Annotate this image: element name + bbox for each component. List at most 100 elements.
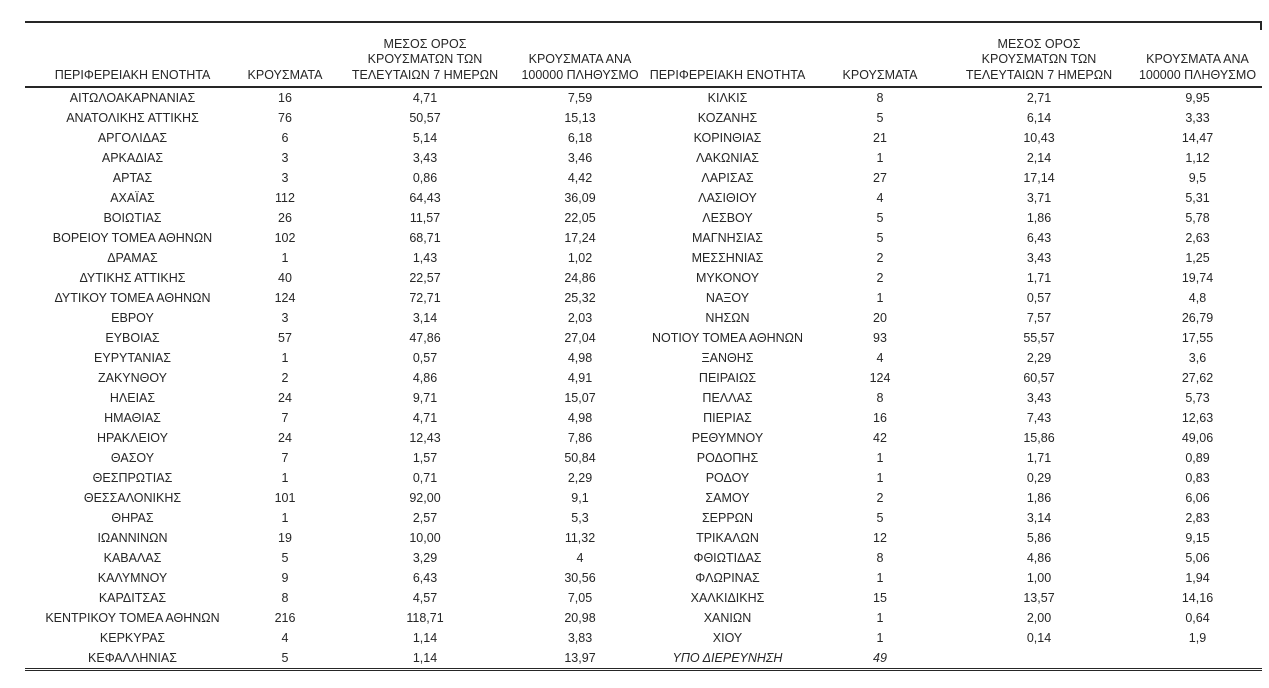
left-cases-cell: 1 — [281, 511, 289, 525]
header-avg7-right-line1: ΜΕΣΟΣ ΟΡΟΣ — [997, 36, 1081, 51]
right-cases-cell: 8 — [876, 391, 884, 405]
left-region-cell: ΚΑΡΔΙΤΣΑΣ — [98, 591, 167, 605]
header-avg7-left-line3: ΤΕΛΕΥΤΑΙΩΝ 7 ΗΜΕΡΩΝ — [351, 67, 499, 82]
right-avg7-cell: 7,43 — [1026, 411, 1052, 425]
right-region-cell: ΚΟΖΑΝΗΣ — [697, 111, 758, 125]
header-avg7-right: ΜΕΣΟΣ ΟΡΟΣ ΚΡΟΥΣΜΑΤΩΝ ΤΩΝ ΤΕΛΕΥΤΑΙΩΝ 7 Η… — [945, 22, 1133, 88]
right-avg7-cell: 15,86 — [1023, 431, 1055, 445]
left-per100k-cell: 25,32 — [564, 291, 596, 305]
left-cases-cell: 57 — [278, 331, 292, 345]
right-avg7-cell: 6,14 — [1026, 111, 1052, 125]
table-row: ΘΗΡΑΣ 1 2,57 5,3 ΣΕΡΡΩΝ 5 3,14 2,83 — [25, 508, 1262, 528]
table-row: ΑΙΤΩΛΟΑΚΑΡΝΑΝΙΑΣ 16 4,71 7,59 ΚΙΛΚΙΣ 8 2,71 9,9… — [25, 87, 1262, 108]
left-cases-cell: 2 — [281, 371, 289, 385]
left-cases-cell: 1 — [281, 351, 289, 365]
right-region-cell: ΥΠΟ ΔΙΕΡΕΥΝΗΣΗ — [640, 648, 815, 671]
right-avg7-cell: 3,43 — [1026, 251, 1052, 265]
right-cases-cell: 4 — [876, 351, 884, 365]
table-row: ΚΑΛΥΜΝΟΥ 9 6,43 30,56 ΦΛΩΡΙΝΑΣ 1 1,00 1,94 — [25, 568, 1262, 588]
left-avg7-cell: 4,86 — [412, 371, 438, 385]
table-row: ΘΑΣΟΥ 7 1,57 50,84 ΡΟΔΟΠΗΣ 1 1,71 0,89 — [25, 448, 1262, 468]
left-per100k-cell: 17,24 — [564, 231, 596, 245]
right-region-cell: ΧΑΝΙΩΝ — [703, 611, 752, 625]
right-avg7-cell: 4,86 — [1026, 551, 1052, 565]
right-per100k-cell: 49,06 — [1181, 431, 1214, 445]
left-region-cell: ΔΥΤΙΚΟΥ ΤΟΜΕΑ ΑΘΗΝΩΝ — [54, 291, 211, 305]
table-body: ΑΙΤΩΛΟΑΚΑΡΝΑΝΙΑΣ 16 4,71 7,59 ΚΙΛΚΙΣ 8 2,71 9,9… — [25, 87, 1262, 671]
right-cases-cell: 124 — [869, 371, 891, 385]
left-avg7-cell: 1,57 — [412, 451, 438, 465]
left-cases-cell: 1 — [281, 471, 289, 485]
right-per100k-cell: 26,79 — [1181, 311, 1214, 325]
table-row: ΔΥΤΙΚΗΣ ΑΤΤΙΚΗΣ 40 22,57 24,86 ΜΥΚΟΝΟΥ 2 1,71 1… — [25, 268, 1262, 288]
left-avg7-cell: 0,86 — [412, 171, 438, 185]
right-region-cell: ΛΑΡΙΣΑΣ — [701, 171, 754, 185]
right-avg7-cell: 13,57 — [1023, 591, 1055, 605]
left-region-cell: ΚΑΒΑΛΑΣ — [103, 551, 162, 565]
left-region-cell: ΔΥΤΙΚΗΣ ΑΤΤΙΚΗΣ — [79, 271, 186, 285]
left-per100k-cell: 3,83 — [567, 631, 593, 645]
left-avg7-cell: 3,29 — [412, 551, 438, 565]
left-cases-cell: 19 — [278, 531, 292, 545]
left-avg7-cell: 4,57 — [412, 591, 438, 605]
right-cases-cell: 1 — [876, 471, 884, 485]
left-avg7-cell: 68,71 — [409, 231, 441, 245]
left-cases-cell: 1 — [281, 251, 289, 265]
right-cases-cell: 1 — [876, 451, 884, 465]
header-region-right-label: ΠΕΡΙΦΕΡΕΙΑΚΗ ΕΝΟΤΗΤΑ — [649, 67, 806, 82]
left-per100k-cell: 9,1 — [571, 491, 589, 505]
left-cases-cell: 7 — [281, 451, 289, 465]
table-row: ΙΩΑΝΝΙΝΩΝ 19 10,00 11,32 ΤΡΙΚΑΛΩΝ 12 5,86 9,15 — [25, 528, 1262, 548]
left-region-cell: ΑΧΑΪΑΣ — [110, 191, 155, 205]
right-per100k-cell: 2,63 — [1185, 231, 1210, 245]
right-cases-cell: 4 — [876, 191, 884, 205]
left-cases-cell: 40 — [278, 271, 292, 285]
header-cases-left: ΚΡΟΥΣΜΑΤΑ — [240, 22, 330, 88]
right-per100k-cell: 12,63 — [1181, 411, 1214, 425]
left-cases-cell: 102 — [274, 231, 296, 245]
left-avg7-cell: 4,71 — [412, 91, 438, 105]
header-cases-left-label: ΚΡΟΥΣΜΑΤΑ — [247, 67, 323, 82]
left-region-cell: ΒΟΙΩΤΙΑΣ — [103, 211, 162, 225]
left-per100k-cell: 11,32 — [564, 531, 596, 545]
left-region-cell: ΗΜΑΘΙΑΣ — [104, 411, 161, 425]
table-row: ΚΕΝΤΡΙΚΟΥ ΤΟΜΕΑ ΑΘΗΝΩΝ 216 118,71 20,98 ΧΑΝΙ… — [25, 608, 1262, 628]
right-per100k-cell: 0,83 — [1185, 471, 1210, 485]
left-cases-cell: 16 — [278, 91, 292, 105]
right-per100k-cell: 9,15 — [1185, 531, 1210, 545]
header-avg7-left: ΜΕΣΟΣ ΟΡΟΣ ΚΡΟΥΣΜΑΤΩΝ ΤΩΝ ΤΕΛΕΥΤΑΙΩΝ 7 Η… — [330, 22, 520, 88]
right-avg7-cell: 2,29 — [1026, 351, 1052, 365]
left-per100k-cell: 2,29 — [567, 471, 593, 485]
right-avg7-cell: 1,86 — [1026, 211, 1052, 225]
right-per100k-cell: 27,62 — [1181, 371, 1214, 385]
left-per100k-cell: 6,18 — [567, 131, 593, 145]
left-per100k-cell: 13,97 — [520, 648, 640, 671]
right-per100k-cell: 14,16 — [1181, 591, 1214, 605]
right-region-cell: ΚΙΛΚΙΣ — [707, 91, 748, 105]
right-per100k-cell: 3,6 — [1188, 351, 1207, 365]
left-avg7-cell: 2,57 — [412, 511, 438, 525]
header-row: ΠΕΡΙΦΕΡΕΙΑΚΗ ΕΝΟΤΗΤΑ ΚΡΟΥΣΜΑΤΑ ΜΕΣΟΣ ΟΡΟ… — [25, 22, 1262, 88]
left-region-cell: ΙΩΑΝΝΙΝΩΝ — [97, 531, 168, 545]
left-cases-cell: 3 — [281, 311, 289, 325]
left-avg7-cell: 72,71 — [409, 291, 441, 305]
left-avg7-cell: 64,43 — [409, 191, 441, 205]
right-cases-cell: 20 — [873, 311, 887, 325]
left-cases-cell: 5 — [240, 648, 330, 671]
right-region-cell: ΡΕΘΥΜΝΟΥ — [691, 431, 764, 445]
right-per100k-cell: 4,8 — [1188, 291, 1207, 305]
left-avg7-cell: 10,00 — [409, 531, 441, 545]
right-avg7-cell: 3,71 — [1026, 191, 1052, 205]
right-cases-cell: 5 — [876, 211, 884, 225]
right-per100k-cell: 9,5 — [1188, 171, 1207, 185]
left-per100k-cell: 4 — [576, 551, 584, 565]
left-per100k-cell: 20,98 — [564, 611, 596, 625]
header-avg7-right-line3: ΤΕΛΕΥΤΑΙΩΝ 7 ΗΜΕΡΩΝ — [965, 67, 1113, 82]
right-per100k-cell: 2,83 — [1185, 511, 1210, 525]
left-cases-cell: 9 — [281, 571, 289, 585]
left-cases-cell: 8 — [281, 591, 289, 605]
right-avg7-cell: 60,57 — [1023, 371, 1055, 385]
right-region-cell: ΝΑΞΟΥ — [705, 291, 750, 305]
right-avg7-cell: 5,86 — [1026, 531, 1052, 545]
right-cases-cell: 42 — [873, 431, 887, 445]
